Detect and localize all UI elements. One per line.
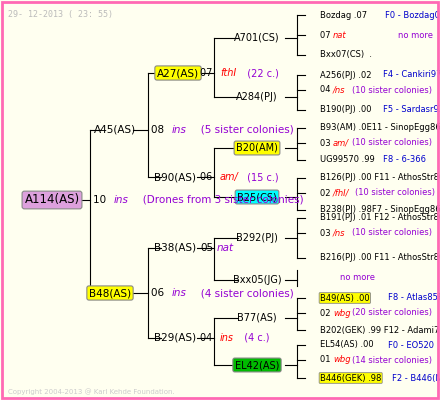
Text: 10: 10 <box>93 195 110 205</box>
Text: 02: 02 <box>320 188 333 198</box>
Text: 07: 07 <box>320 30 333 40</box>
Text: B29(AS): B29(AS) <box>154 333 196 343</box>
Text: B48(AS): B48(AS) <box>89 288 131 298</box>
Text: 05: 05 <box>200 243 213 253</box>
Text: ins: ins <box>114 195 129 205</box>
Text: B190(PJ) .00: B190(PJ) .00 <box>320 106 371 114</box>
Text: B126(PJ) .00 F11 - AthosStr80R: B126(PJ) .00 F11 - AthosStr80R <box>320 174 440 182</box>
Text: F8 - Atlas85R: F8 - Atlas85R <box>388 294 440 302</box>
Text: B446(GEK) .98: B446(GEK) .98 <box>320 374 381 382</box>
Text: (4 sister colonies): (4 sister colonies) <box>191 288 294 298</box>
Text: 04: 04 <box>320 86 333 94</box>
Text: EL54(AS) .00: EL54(AS) .00 <box>320 340 374 350</box>
Text: /ns: /ns <box>333 228 345 238</box>
Text: ins: ins <box>172 125 187 135</box>
Text: Copyright 2004-2013 @ Karl Kehde Foundation.: Copyright 2004-2013 @ Karl Kehde Foundat… <box>8 388 175 395</box>
Text: 29- 12-2013 ( 23: 55): 29- 12-2013 ( 23: 55) <box>8 10 113 19</box>
Text: (14 sister colonies): (14 sister colonies) <box>352 356 432 364</box>
Text: B20(AM): B20(AM) <box>236 143 278 153</box>
Text: (15 c.): (15 c.) <box>244 172 279 182</box>
Text: B25(CS): B25(CS) <box>237 192 277 202</box>
Text: (5 sister colonies): (5 sister colonies) <box>191 125 294 135</box>
Text: am/: am/ <box>333 138 349 148</box>
Text: fthI: fthI <box>220 68 236 78</box>
Text: 01: 01 <box>320 356 333 364</box>
Text: B238(PJ) .98F7 - SinopEgg86R: B238(PJ) .98F7 - SinopEgg86R <box>320 206 440 214</box>
Text: F5 - Sardasr93R: F5 - Sardasr93R <box>383 106 440 114</box>
Text: (10 sister colonies): (10 sister colonies) <box>355 188 435 198</box>
Text: F0 - Bozdag07R: F0 - Bozdag07R <box>385 10 440 20</box>
Text: F0 - EO520: F0 - EO520 <box>388 340 434 350</box>
Text: 03: 03 <box>320 228 333 238</box>
Text: B38(AS): B38(AS) <box>154 243 196 253</box>
Text: (20 sister colonies): (20 sister colonies) <box>352 308 432 318</box>
Text: ins: ins <box>172 288 187 298</box>
Text: no more: no more <box>398 30 433 40</box>
Text: (10 sister colonies): (10 sister colonies) <box>352 138 432 148</box>
Text: EL42(AS): EL42(AS) <box>235 360 279 370</box>
Text: Bxx05(JG): Bxx05(JG) <box>233 275 281 285</box>
Text: B90(AS): B90(AS) <box>154 172 196 182</box>
Text: A27(AS): A27(AS) <box>157 68 199 78</box>
Text: /ns: /ns <box>333 86 345 94</box>
Text: 04: 04 <box>200 333 215 343</box>
Text: wbg: wbg <box>333 308 351 318</box>
Text: 07: 07 <box>200 68 216 78</box>
Text: (22 c.): (22 c.) <box>241 68 279 78</box>
Text: Bxx07(CS)  .: Bxx07(CS) . <box>320 50 372 60</box>
Text: B202(GEK) .99 F12 - Adami75R: B202(GEK) .99 F12 - Adami75R <box>320 326 440 334</box>
Text: F4 - Cankiri97Q: F4 - Cankiri97Q <box>383 70 440 80</box>
Text: F2 - B446(NE): F2 - B446(NE) <box>392 374 440 382</box>
Text: B216(PJ) .00 F11 - AthosStr80R: B216(PJ) .00 F11 - AthosStr80R <box>320 254 440 262</box>
Text: Bozdag .07: Bozdag .07 <box>320 10 367 20</box>
Text: B292(PJ): B292(PJ) <box>236 233 278 243</box>
Text: A256(PJ) .02: A256(PJ) .02 <box>320 70 371 80</box>
Text: /fhI/: /fhI/ <box>333 188 349 198</box>
Text: A45(AS): A45(AS) <box>94 125 136 135</box>
Text: B49(AS) .00: B49(AS) .00 <box>320 294 370 302</box>
Text: 06: 06 <box>151 288 167 298</box>
Text: 03: 03 <box>320 138 333 148</box>
Text: F8 - 6-366: F8 - 6-366 <box>383 156 426 164</box>
Text: B191(PJ) .01 F12 - AthosStr80R: B191(PJ) .01 F12 - AthosStr80R <box>320 214 440 222</box>
Text: no more: no more <box>340 274 375 282</box>
Text: 08: 08 <box>151 125 167 135</box>
Text: (10 sister colonies): (10 sister colonies) <box>352 228 432 238</box>
Text: A114(AS): A114(AS) <box>25 194 80 206</box>
Text: A701(CS): A701(CS) <box>234 33 280 43</box>
Text: (10 sister colonies): (10 sister colonies) <box>352 86 432 94</box>
Text: wbg: wbg <box>333 356 351 364</box>
Text: 06: 06 <box>200 172 215 182</box>
Text: UG99570 .99: UG99570 .99 <box>320 156 375 164</box>
Text: B93(AM) .0E11 - SinopEgg86R: B93(AM) .0E11 - SinopEgg86R <box>320 124 440 132</box>
Text: am/: am/ <box>220 172 238 182</box>
Text: nat: nat <box>217 243 234 253</box>
Text: (Drones from 3 sister colonies): (Drones from 3 sister colonies) <box>133 195 304 205</box>
Text: 02: 02 <box>320 308 333 318</box>
Text: nat: nat <box>333 30 347 40</box>
Text: (4 c.): (4 c.) <box>238 333 269 343</box>
Text: ins: ins <box>220 333 234 343</box>
Text: A284(PJ): A284(PJ) <box>236 92 278 102</box>
Text: B77(AS): B77(AS) <box>237 313 277 323</box>
